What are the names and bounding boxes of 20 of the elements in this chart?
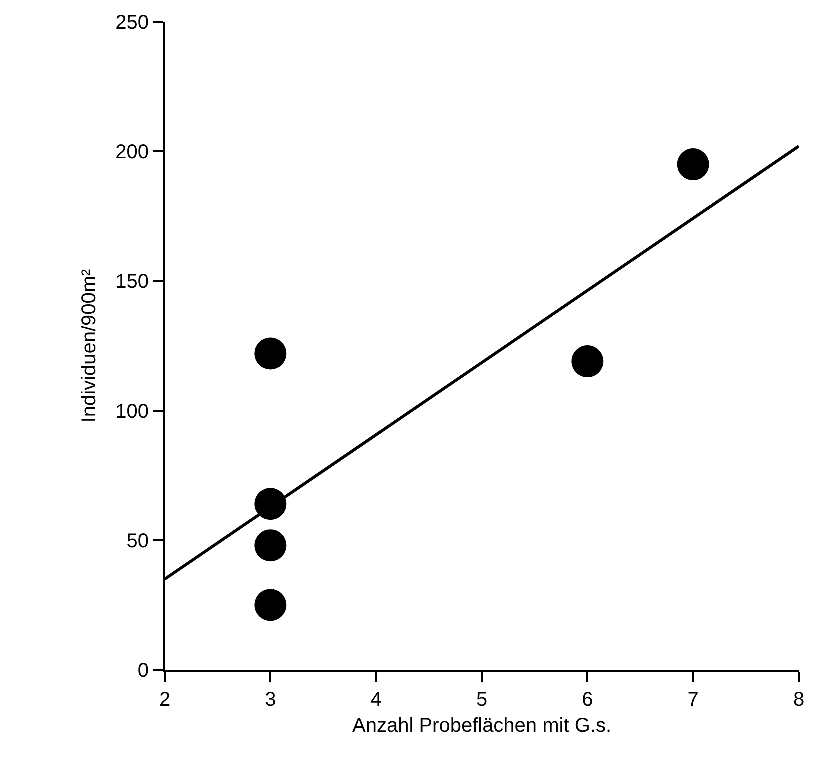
x-tick-label: 4 [370, 689, 382, 711]
point [572, 346, 604, 378]
y-tick-label: 200 [116, 142, 149, 164]
y-tick-label: 250 [116, 12, 149, 34]
point [254, 530, 287, 562]
x-tick-label: 8 [793, 689, 805, 711]
y-tick-label: 50 [126, 530, 149, 552]
point [254, 589, 287, 622]
y-tick-label: 150 [116, 271, 149, 294]
point [677, 148, 710, 181]
x-tick-label: 3 [265, 689, 276, 711]
y-tick-label: 0 [138, 660, 149, 682]
x-tick-label: 6 [582, 689, 594, 711]
x-tick-label: 5 [476, 689, 488, 711]
x-tick-label: 7 [688, 689, 699, 711]
x-axis-title: Anzahl Probeflächen mit G.s. [352, 715, 612, 737]
point [254, 338, 287, 370]
x-tick-label: 2 [159, 689, 171, 711]
y-tick-label: 100 [116, 400, 149, 423]
y-axis-title: Individuen/900m² [78, 268, 101, 423]
